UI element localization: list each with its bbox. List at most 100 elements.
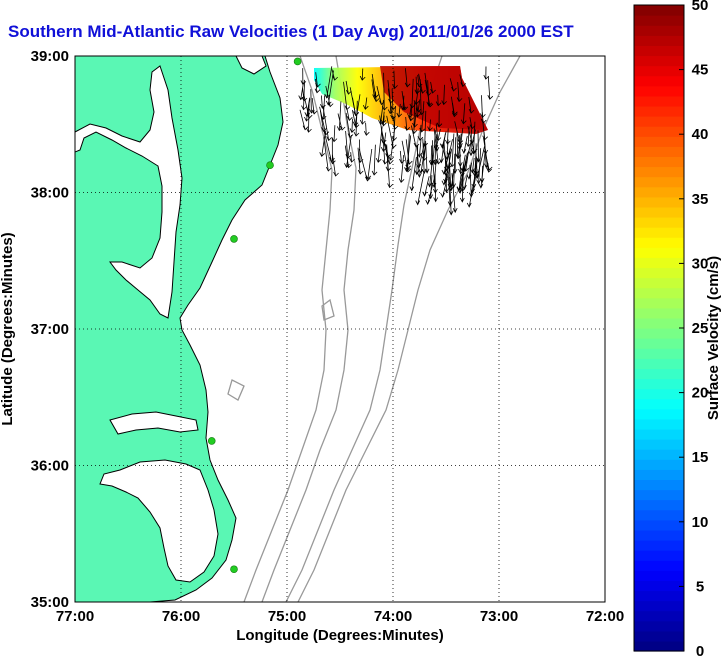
colorbar-segment [634, 126, 684, 137]
colorbar-segment [634, 156, 684, 168]
colorbar-segment [634, 85, 684, 97]
velocity-arrow [320, 95, 327, 120]
colorbar-segment [634, 75, 684, 87]
velocity-arrow [358, 148, 371, 182]
colorbar-segment [634, 216, 684, 228]
velocity-arrow [456, 152, 468, 192]
velocity-arrow [416, 74, 423, 88]
velocity-arrow [474, 146, 485, 180]
colorbar-segment [634, 640, 684, 652]
chesapeake-bay [75, 65, 183, 319]
velocity-arrow [441, 84, 447, 106]
velocity-arrow [457, 135, 462, 151]
colorbar-tick-label: 30 [692, 255, 709, 272]
colorbar-segment [634, 479, 684, 491]
velocity-arrow [359, 111, 366, 125]
velocity-arrow [353, 100, 360, 137]
velocity-arrow [470, 169, 478, 194]
velocity-arrow [319, 106, 330, 136]
velocity-arrow [352, 109, 360, 129]
radar-stations [207, 57, 302, 574]
station-marker [230, 565, 238, 574]
velocity-arrow [399, 150, 405, 164]
colorbar-segment [634, 5, 684, 16]
velocity-arrow [390, 88, 397, 111]
velocity-arrow [422, 176, 430, 197]
velocity-arrow [469, 129, 476, 145]
colorbar-tick-label: 10 [692, 514, 709, 531]
velocity-arrow [445, 128, 451, 145]
velocity-arrow [414, 76, 421, 95]
velocity-arrow [431, 153, 438, 194]
velocity-arrow [330, 137, 336, 165]
velocity-arrow [386, 152, 393, 189]
velocity-arrow [483, 66, 490, 80]
station-marker [230, 235, 238, 243]
velocity-arrow [363, 122, 370, 136]
velocity-arrow [418, 142, 427, 174]
velocity-arrow [412, 104, 418, 128]
velocity-arrow [376, 86, 385, 106]
velocity-arrow [359, 68, 366, 81]
velocity-arrow [424, 79, 434, 108]
lat-tick-label: 37:00 [31, 321, 69, 338]
velocity-arrow [460, 103, 467, 125]
velocity-arrow [416, 144, 422, 178]
lat-tick-label: 38:00 [31, 185, 69, 202]
lon-tick-label: 76:00 [162, 608, 200, 625]
colorbar-segment [634, 368, 684, 380]
colorbar-segment [634, 105, 684, 117]
colorbar-segment [634, 196, 684, 208]
colorbar-tick-label: 15 [692, 449, 709, 466]
velocity-arrow [478, 149, 486, 189]
colorbar-label: Surface Velocity (cm/s) [705, 256, 722, 420]
velocity-arrow [303, 93, 313, 119]
velocity-arrow [352, 97, 359, 116]
velocity-arrow [405, 133, 411, 170]
colorbar-segment [634, 630, 684, 642]
colorbar-segment [634, 176, 684, 188]
colorbar-segment [634, 388, 684, 400]
velocity-arrow [332, 154, 339, 177]
velocity-arrow [404, 116, 411, 131]
velocity-arrow [428, 175, 434, 200]
velocity-arrow [381, 115, 387, 127]
velocity-arrow [345, 112, 354, 139]
colorbar-segment [634, 459, 684, 470]
colorbar-tick-label: 25 [692, 320, 709, 337]
velocity-arrow [418, 79, 425, 116]
colorbar-tick-label: 20 [692, 385, 709, 402]
velocity-arrow [398, 155, 405, 183]
lat-tick-label: 36:00 [31, 458, 69, 475]
velocity-arrow [314, 78, 321, 94]
velocity-arrow [430, 81, 436, 94]
velocity-arrow [417, 124, 424, 141]
colorbar-segment [634, 206, 684, 218]
delaware-bay [235, 56, 267, 75]
lon-tick-label: 73:00 [480, 608, 518, 625]
colorbar-tick-label: 45 [692, 62, 709, 79]
colorbar-segment [634, 610, 684, 622]
velocity-arrow [409, 78, 416, 109]
velocity-arrow [466, 172, 476, 208]
velocity-arrow [447, 174, 453, 207]
velocity-arrow [409, 156, 417, 192]
colorbar-segment [634, 116, 684, 127]
velocity-arrow [461, 135, 468, 154]
bathymetry-contours [227, 56, 521, 602]
velocity-arrow [304, 97, 311, 117]
velocity-arrow [449, 78, 457, 92]
albemarle-sound [109, 411, 199, 435]
velocity-arrow [448, 170, 454, 192]
colorbar-segment [634, 509, 684, 521]
velocity-arrow [375, 126, 383, 163]
velocity-arrow [413, 88, 420, 105]
colorbar-segment [634, 469, 684, 480]
velocity-arrow [469, 117, 476, 130]
colorbar-segment [634, 277, 684, 289]
lat-tick-label: 39:00 [31, 48, 69, 65]
velocity-vectors [298, 66, 494, 216]
colorbar-segment [634, 237, 684, 248]
velocity-arrow [349, 152, 355, 163]
colorbar-segment [634, 15, 684, 26]
